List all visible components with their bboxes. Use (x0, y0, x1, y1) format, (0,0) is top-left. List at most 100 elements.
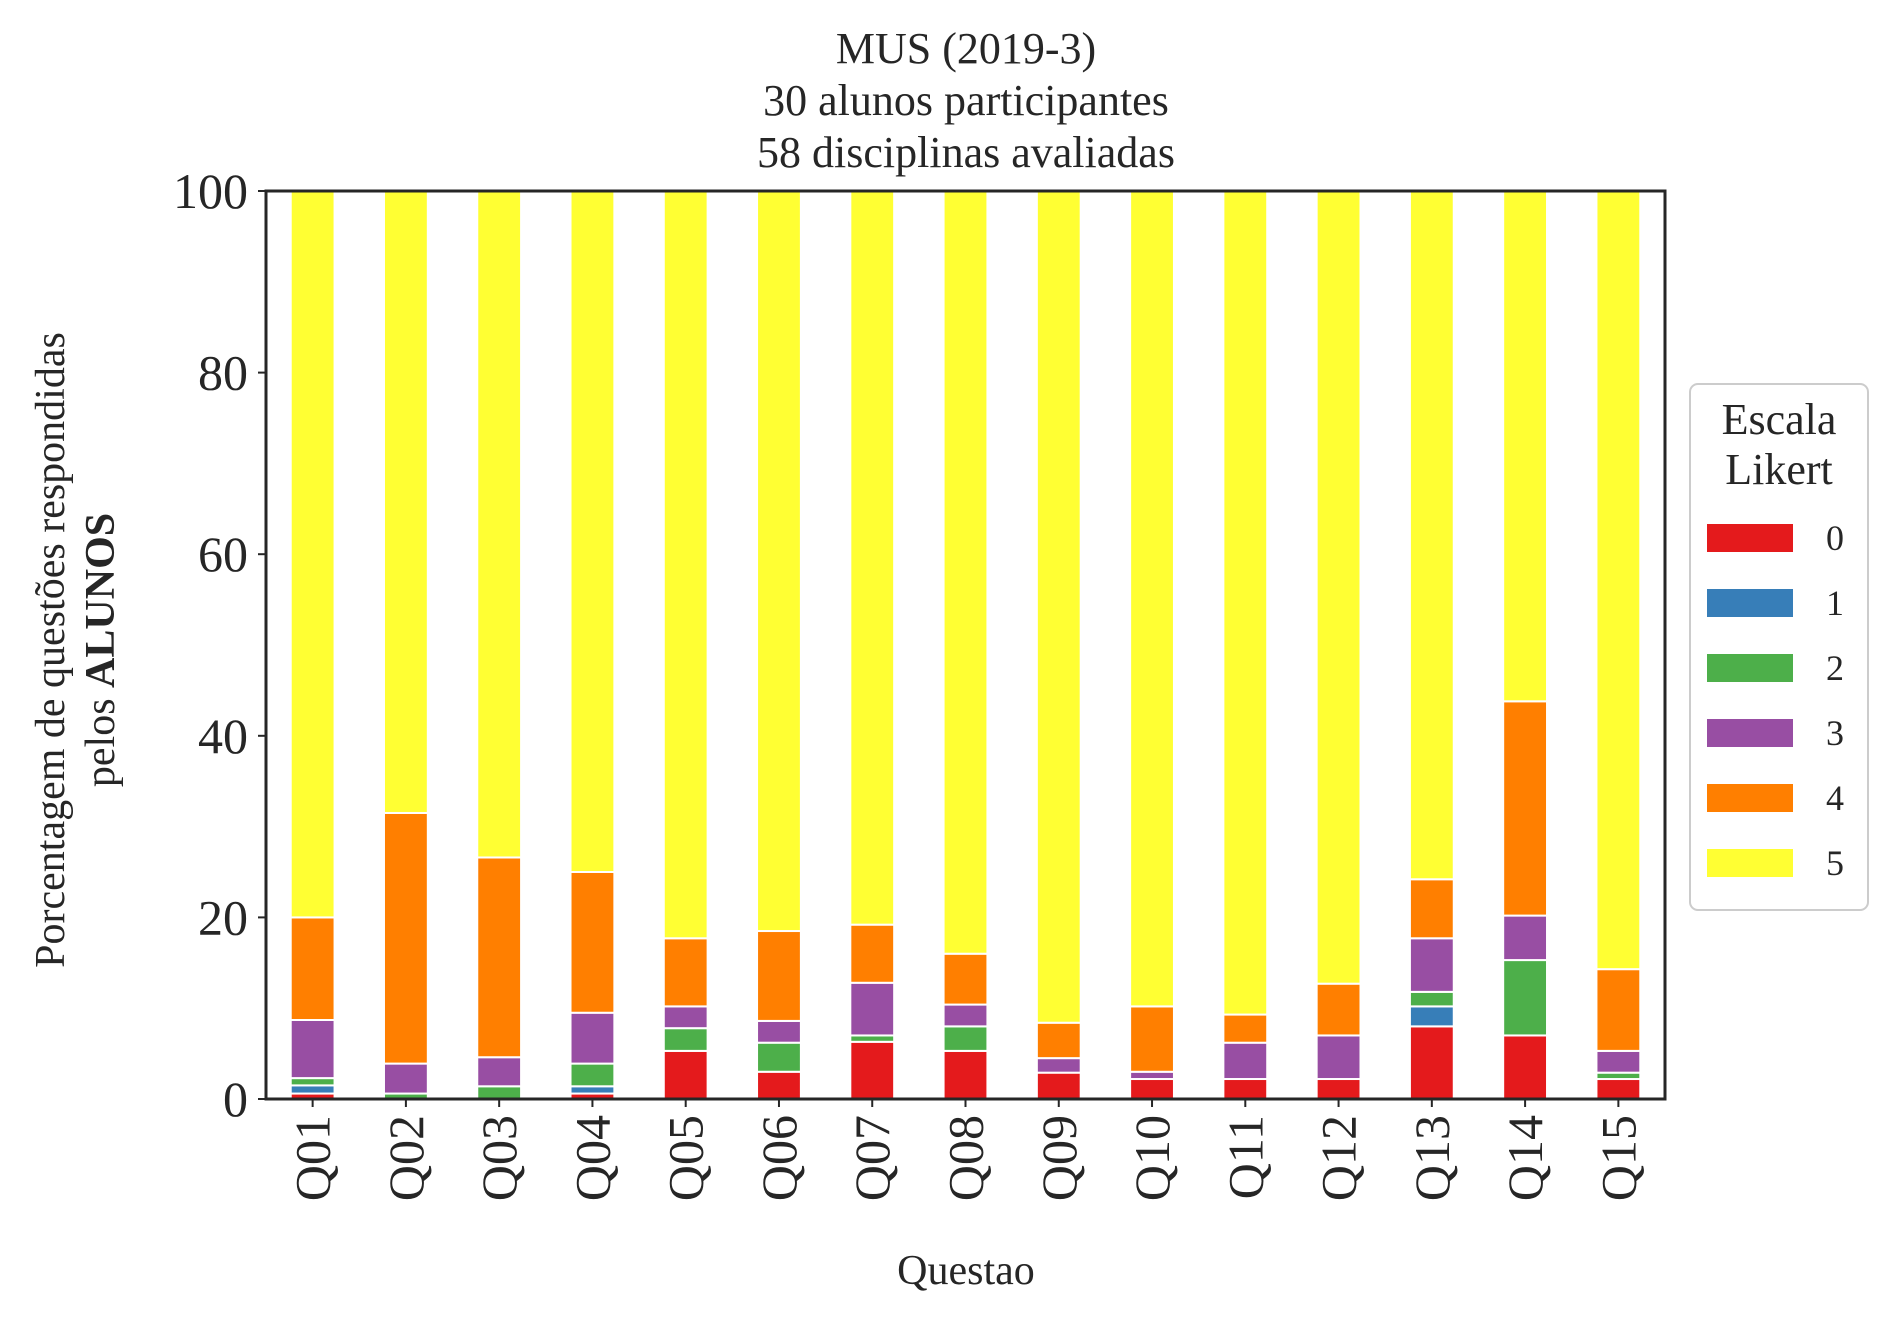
bar-stack-q15 (1595, 190, 1642, 1101)
legend-swatch-1 (1707, 589, 1793, 617)
x-tick-label-q01: Q01 (285, 1115, 341, 1201)
x-tick-label-q07: Q07 (844, 1115, 900, 1201)
bar-q05-likert-2 (662, 1027, 709, 1052)
bar-q10-likert-4 (1129, 1005, 1175, 1073)
bar-q09-likert-5 (1035, 190, 1082, 1024)
bar-q11-likert-0 (1222, 1078, 1269, 1101)
x-tick-label-q08: Q08 (938, 1115, 994, 1201)
legend-swatch-0 (1707, 524, 1793, 552)
bar-stack-q11 (1222, 190, 1269, 1101)
bar-q03-likert-3 (476, 1056, 523, 1088)
bar-q01-likert-1 (289, 1084, 336, 1095)
bar-q05-likert-4 (662, 937, 709, 1008)
bar-stacks (289, 190, 1642, 1101)
bar-q09-likert-0 (1035, 1071, 1082, 1101)
bar-stack-q07 (849, 190, 896, 1101)
bar-q13-likert-5 (1408, 190, 1455, 881)
bar-q13-likert-1 (1408, 1005, 1455, 1028)
y-tick-label-20: 20 (198, 889, 248, 945)
legend-title-line-2: Likert (1725, 445, 1833, 494)
bar-q14-likert-2 (1502, 959, 1549, 1037)
bar-q10-likert-5 (1129, 190, 1175, 1008)
x-tick-label-q15: Q15 (1590, 1115, 1646, 1201)
y-axis-label-line-2: pelos ALUNOS (78, 513, 124, 787)
bar-q06-likert-5 (756, 190, 802, 933)
title-line-2: 30 alunos participantes (763, 76, 1169, 125)
bar-q04-likert-3 (569, 1011, 616, 1065)
bar-q08-likert-0 (942, 1049, 989, 1101)
bar-q05-likert-3 (662, 1005, 709, 1030)
y-tick-label-100: 100 (173, 163, 248, 219)
title-line-1: MUS (2019-3) (836, 24, 1096, 73)
bar-q08-likert-2 (942, 1025, 989, 1052)
bar-stack-q04 (569, 190, 616, 1101)
legend-swatch-2 (1707, 654, 1793, 682)
chart-title: MUS (2019-3) 30 alunos participantes 58 … (757, 24, 1175, 177)
legend-title-line-1: Escala (1722, 395, 1837, 444)
plot-frame (264, 189, 1667, 1101)
bar-q01-likert-4 (289, 916, 336, 1022)
bar-stack-q14 (1502, 190, 1549, 1100)
y-tick-label-40: 40 (198, 708, 248, 764)
x-axis-ticks: Q01 Q02 Q03 Q04 Q05 Q06 Q07 Q08 Q09 Q10 Q11 Q12 Q13 Q… (285, 1099, 1646, 1201)
bar-q07-likert-3 (849, 981, 896, 1037)
bar-q02-likert-5 (382, 190, 429, 814)
bar-stack-q06 (756, 190, 802, 1101)
legend-label-4: 4 (1826, 778, 1844, 818)
bar-q03-likert-5 (476, 190, 523, 859)
bar-q01-likert-3 (289, 1019, 336, 1080)
bar-q09-likert-3 (1035, 1057, 1082, 1074)
bar-q10-likert-3 (1129, 1070, 1175, 1081)
bar-stack-q02 (382, 190, 429, 1101)
y-axis-ticks: 0 20 40 60 80 100 (173, 163, 266, 1127)
bar-q04-likert-2 (569, 1062, 616, 1088)
x-tick-label-q13: Q13 (1404, 1115, 1460, 1201)
bar-q13-likert-2 (1408, 990, 1455, 1008)
x-tick-label-q03: Q03 (471, 1115, 527, 1201)
bar-q07-likert-0 (849, 1040, 896, 1101)
y-tick-label-80: 80 (198, 345, 248, 401)
bar-q02-likert-4 (382, 811, 429, 1065)
bar-q07-likert-4 (849, 923, 896, 984)
x-tick-label-q14: Q14 (1497, 1115, 1553, 1201)
bar-q14-likert-3 (1502, 914, 1549, 962)
y-tick-label-0: 0 (223, 1071, 248, 1127)
bar-q08-likert-4 (942, 952, 989, 1006)
bar-stack-q09 (1035, 190, 1082, 1101)
legend-label-0: 0 (1826, 518, 1844, 558)
bar-stack-q13 (1408, 190, 1455, 1100)
bar-q14-likert-5 (1502, 190, 1549, 703)
bar-q04-likert-1 (569, 1085, 616, 1095)
x-tick-label-q06: Q06 (751, 1115, 807, 1201)
bar-q11-likert-5 (1222, 190, 1269, 1016)
x-tick-label-q04: Q04 (564, 1115, 620, 1201)
x-tick-label-q12: Q12 (1311, 1115, 1367, 1201)
x-tick-label-q10: Q10 (1124, 1115, 1180, 1201)
bar-q02-likert-3 (382, 1062, 429, 1095)
x-tick-label-q09: Q09 (1031, 1115, 1087, 1201)
bar-q14-likert-0 (1502, 1034, 1549, 1100)
bar-stack-q05 (662, 190, 709, 1101)
bar-q12-likert-5 (1315, 190, 1362, 985)
legend: Escala Likert 0 1 2 3 4 5 (1689, 383, 1869, 911)
bar-q12-likert-4 (1315, 982, 1362, 1037)
bar-q01-likert-2 (289, 1077, 336, 1087)
y-axis-label-normal-part: pelos (78, 688, 124, 787)
bar-q05-likert-5 (662, 190, 709, 940)
bar-q08-likert-3 (942, 1003, 989, 1028)
bar-stack-q03 (476, 190, 523, 1101)
legend-items: 0 1 2 3 4 5 (1707, 518, 1844, 883)
y-axis-label: Porcentagem de questões respondidas pelo… (28, 332, 124, 968)
bar-stack-q01 (289, 190, 336, 1101)
legend-box (1689, 383, 1869, 911)
legend-label-2: 2 (1826, 648, 1844, 688)
bar-q03-likert-2 (476, 1085, 523, 1101)
bar-q09-likert-4 (1035, 1021, 1082, 1060)
legend-swatch-5 (1707, 849, 1793, 877)
bar-q08-likert-5 (942, 190, 989, 955)
title-line-3: 58 disciplinas avaliadas (757, 128, 1175, 177)
x-tick-label-q11: Q11 (1217, 1115, 1273, 1199)
bar-stack-q12 (1315, 190, 1362, 1101)
bar-q12-likert-3 (1315, 1034, 1362, 1081)
